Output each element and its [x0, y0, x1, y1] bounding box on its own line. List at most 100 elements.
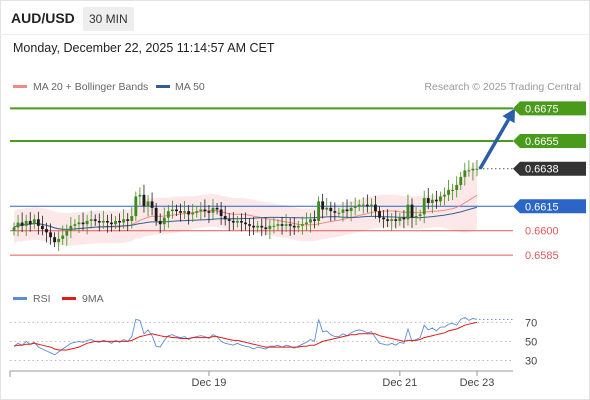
candle [272, 217, 276, 234]
candle-body [211, 207, 215, 213]
candle [93, 214, 97, 226]
forecast-arrow-head [502, 108, 515, 124]
candle [309, 213, 312, 233]
candle [284, 214, 288, 233]
candle-body [300, 224, 304, 226]
candle [365, 194, 369, 213]
candle [187, 204, 191, 225]
candle [154, 202, 158, 226]
candle [203, 199, 207, 218]
candle [313, 210, 316, 229]
candle [329, 201, 333, 222]
level-0-6638-tag [513, 161, 586, 176]
candle-body [49, 232, 52, 238]
candle [215, 202, 219, 215]
candle [260, 218, 264, 237]
candle [73, 219, 77, 231]
candle-body [45, 229, 48, 233]
candle-body [227, 219, 231, 221]
candle [77, 215, 81, 233]
candle-body [459, 176, 463, 186]
legend: MA 20 + Bollinger Bands MA 50 Research © 2… [13, 81, 581, 93]
candle-body [244, 222, 247, 225]
candle-body [341, 209, 345, 213]
candle [264, 217, 268, 236]
candle [300, 216, 304, 235]
candle [410, 198, 414, 228]
candle-body [317, 201, 321, 221]
level-0-6675-label: 0.6675 [525, 103, 559, 115]
candle [382, 210, 386, 229]
research-credit: Research © 2025 Trading Central [424, 81, 581, 93]
candle [463, 162, 467, 186]
candle [459, 172, 463, 190]
candle [244, 212, 247, 231]
candle-body [183, 211, 187, 213]
candle-body [357, 204, 361, 207]
level-labels: 0.6675 0.6655 0.6638 0.6615 0.6600 0.6585 [513, 101, 586, 262]
candle-body [126, 219, 130, 221]
candle [467, 160, 471, 177]
candle-body [73, 224, 77, 226]
candle [191, 203, 195, 222]
candle [280, 216, 284, 235]
candle [439, 191, 442, 207]
candle [426, 187, 430, 210]
candle [28, 212, 32, 232]
candle [65, 224, 69, 246]
candle-body [325, 207, 329, 210]
candle [134, 191, 138, 221]
candle-body [110, 222, 113, 225]
candle-body [353, 206, 357, 208]
candle [166, 204, 170, 228]
candle-body [166, 211, 170, 218]
candle [114, 216, 117, 230]
x-axis: Dec 19 Dec 21 Dec 23 [9, 370, 513, 389]
candle-body [398, 217, 402, 221]
level-0-6638-label: 0.6638 [525, 164, 559, 176]
candle-body [12, 227, 16, 231]
candle-body [434, 199, 438, 202]
candle-body [382, 217, 386, 220]
candle [85, 214, 89, 235]
candle [219, 202, 223, 225]
candle-body [463, 170, 467, 177]
candle [101, 210, 105, 229]
candle [341, 202, 345, 222]
candle-body [32, 219, 36, 225]
candle-body [272, 225, 276, 227]
candle [126, 213, 130, 232]
candle [179, 203, 182, 222]
ma9-legend-label: 9MA [82, 293, 104, 305]
candle [288, 217, 292, 236]
candle-body [475, 168, 479, 170]
candle [138, 187, 142, 206]
candle [390, 213, 394, 232]
candle [386, 209, 390, 228]
candle-body [175, 209, 178, 212]
candle-body [386, 219, 390, 221]
candle [36, 211, 40, 235]
x-tick-label: Dec 21 [382, 377, 417, 389]
candle [378, 206, 381, 223]
candle-body [451, 189, 455, 191]
candle [357, 199, 361, 212]
bollinger-bands [14, 161, 477, 246]
candle-body [122, 219, 126, 223]
candle-body [215, 207, 219, 210]
candle-body [154, 207, 158, 221]
candle-body [118, 220, 122, 223]
candle-body [231, 220, 235, 223]
candle [122, 209, 126, 229]
candle-body [85, 220, 89, 225]
candle-body [97, 220, 101, 223]
candle-body [36, 219, 40, 226]
rsi-tick-70: 70 [525, 317, 537, 329]
candle-body [191, 212, 195, 215]
candle-body [439, 196, 442, 202]
candle-body [69, 225, 73, 231]
rsi-legend-label: RSI [33, 293, 51, 305]
timeframe-button[interactable]: 30 MIN [83, 7, 134, 31]
candle-body [321, 201, 325, 210]
candle [235, 216, 239, 228]
